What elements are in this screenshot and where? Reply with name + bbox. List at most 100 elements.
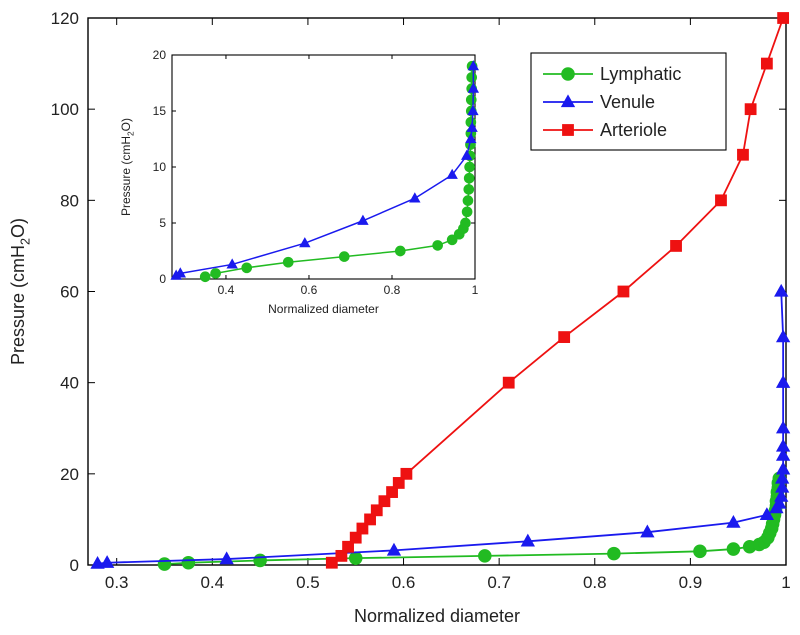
main-lymphatic-point — [693, 544, 707, 559]
main-x-tick-label: 0.4 — [200, 573, 224, 592]
main-arteriole-point — [400, 467, 413, 480]
inset-lymphatic-point — [210, 268, 221, 279]
inset-lymphatic-point — [241, 262, 253, 274]
inset-venule-point — [409, 192, 421, 203]
inset-lymphatic-point — [463, 172, 475, 184]
main-arteriole-point — [335, 549, 348, 562]
inset-venule-point — [466, 121, 478, 132]
main-y-tick-label: 100 — [51, 100, 79, 119]
inset-lymphatic-point — [446, 234, 458, 246]
inset-lymphatic-point — [338, 251, 350, 262]
main-venule-point — [774, 488, 789, 502]
main-arteriole-point — [370, 504, 383, 517]
main-arteriole-point — [349, 531, 362, 544]
inset-venule-point — [226, 258, 238, 269]
inset-venule-point — [357, 214, 369, 225]
main-lymphatic-point — [181, 555, 196, 570]
main-arteriole-point — [558, 331, 571, 343]
inset-venule-point — [299, 237, 311, 248]
legend-lymphatic-marker — [561, 67, 575, 81]
inset-x-tick-label: 0.6 — [301, 283, 318, 297]
main-y-tick-label: 80 — [60, 191, 79, 210]
main-x-axis-title: Normalized diameter — [354, 606, 520, 626]
main-venule-point — [772, 495, 787, 509]
inset-plot-frame — [171, 54, 476, 280]
main-lymphatic-point — [726, 542, 741, 556]
inset-lymphatic-point — [460, 217, 471, 229]
main-lymphatic-point — [157, 557, 172, 571]
main-venule-point — [219, 551, 234, 565]
main-x-tick-label: 0.8 — [583, 573, 607, 592]
main-venule-point — [726, 514, 741, 528]
legend-lymphatic-label: Lymphatic — [600, 64, 681, 84]
inset-y-tick-label: 0 — [159, 272, 166, 286]
main-lymphatic-point — [348, 551, 363, 565]
inset-x-tick-label: 0.4 — [218, 283, 235, 297]
inset-x-axis-title: Normalized diameter — [268, 302, 379, 316]
main-y-title-main: Pressure (cmH — [8, 245, 28, 365]
main-arteriole-point — [392, 477, 405, 489]
inset-lymphatic-point — [461, 206, 473, 218]
inset-venule-point — [174, 267, 186, 278]
legend-venule-label: Venule — [600, 92, 655, 112]
main-arteriole-point — [617, 285, 630, 298]
inset-lymphatic-point — [432, 240, 443, 251]
main-arteriole-point — [744, 103, 757, 116]
inset-venule-point — [461, 149, 473, 160]
main-arteriole-point — [670, 240, 682, 252]
main-y-title-sub: 2 — [18, 238, 32, 245]
main-y-tick-label: 120 — [51, 9, 79, 28]
main-venule-point — [775, 461, 791, 475]
inset-y-tick-label: 20 — [153, 48, 167, 62]
legend-arteriole-marker — [562, 124, 574, 136]
main-arteriole-point — [737, 148, 749, 161]
inset-x-tick-label: 0.8 — [384, 283, 401, 297]
main-venule-point — [520, 533, 535, 547]
main-lymphatic-point — [478, 549, 492, 563]
main-venule-point — [759, 507, 775, 521]
main-y-tick-label: 60 — [60, 282, 79, 301]
inset-lymphatic-point — [464, 161, 475, 173]
inset-lymphatic-point — [465, 94, 477, 106]
main-arteriole-point — [378, 495, 391, 508]
inset-lymphatic-point — [394, 245, 406, 257]
inset-y-title-end: O) — [119, 118, 133, 131]
inset-lymphatic-point — [462, 195, 474, 206]
main-venule-point — [775, 420, 791, 434]
inset-lymphatic-point — [463, 184, 475, 195]
inset-venule-point — [446, 168, 458, 179]
main-arteriole-point — [325, 556, 338, 569]
main-x-tick-label: 0.7 — [487, 573, 511, 592]
main-arteriole-point — [364, 513, 376, 526]
main-venule-point — [774, 283, 789, 297]
main-lymphatic-point — [253, 553, 267, 568]
inset-x-tick-label: 1 — [472, 283, 479, 297]
main-arteriole-point — [386, 486, 398, 498]
inset-lymphatic-point — [199, 271, 211, 283]
inset-y-axis-title: Pressure (cmH2O) — [119, 118, 136, 216]
inset-venule-point — [467, 82, 480, 93]
main-arteriole-point — [715, 194, 727, 207]
main-arteriole-point — [502, 376, 515, 389]
inset-y-tick-label: 5 — [159, 216, 166, 230]
main-venule-point — [775, 479, 790, 493]
inset-y-title-sub: 2 — [126, 131, 136, 136]
main-arteriole-point — [760, 57, 773, 70]
main-y-tick-label: 20 — [60, 465, 79, 484]
main-venule-point — [775, 329, 791, 343]
inset-lymphatic-point — [466, 72, 478, 83]
main-y-title-end: O) — [8, 218, 28, 238]
legend: Lymphatic Venule Arteriole — [530, 52, 727, 151]
main-arteriole-point — [777, 12, 790, 24]
main-lymphatic-point — [607, 546, 621, 561]
legend-venule-marker — [560, 94, 576, 108]
legend-arteriole-label: Arteriole — [600, 120, 667, 140]
main-y-tick-label: 40 — [60, 374, 79, 393]
main-x-tick-label: 0.9 — [679, 573, 703, 592]
main-venule-point — [640, 524, 655, 538]
inset-y-tick-label: 15 — [153, 104, 167, 118]
main-venule-point — [775, 375, 791, 388]
main-venule-point — [386, 542, 402, 556]
